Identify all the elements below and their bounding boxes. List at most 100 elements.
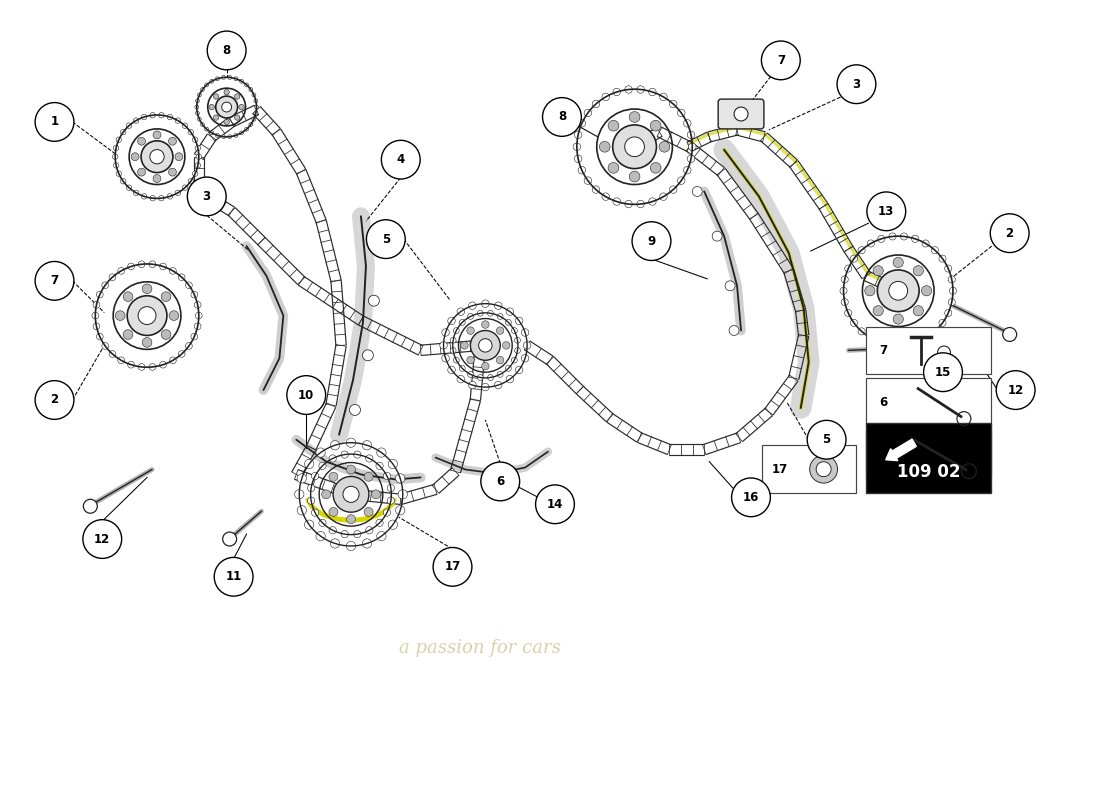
Circle shape [478,338,492,352]
Circle shape [840,287,847,294]
Circle shape [319,462,326,470]
Circle shape [162,292,170,302]
Circle shape [153,174,161,182]
Text: 5: 5 [823,434,830,446]
FancyBboxPatch shape [718,99,763,129]
Circle shape [221,134,226,138]
Circle shape [482,383,490,391]
Text: 14: 14 [547,498,563,510]
Circle shape [35,262,74,300]
Circle shape [254,111,257,115]
Circle shape [670,100,676,108]
Circle shape [850,255,858,262]
Circle shape [460,366,465,371]
Circle shape [602,193,609,200]
Circle shape [383,509,390,516]
Circle shape [121,130,125,135]
Text: 4: 4 [397,153,405,166]
Circle shape [516,317,522,325]
Circle shape [308,497,315,504]
Circle shape [364,472,373,482]
Circle shape [305,459,314,469]
Text: 1: 1 [51,115,58,129]
Circle shape [330,441,340,450]
Circle shape [608,120,619,131]
Text: 6: 6 [879,395,888,409]
Circle shape [912,339,918,346]
Circle shape [442,354,449,362]
Text: 6: 6 [496,475,505,488]
Circle shape [216,96,238,118]
Text: 7: 7 [777,54,785,67]
Circle shape [456,375,464,383]
Circle shape [503,342,510,349]
Circle shape [678,177,685,184]
Circle shape [311,473,319,480]
Text: 15: 15 [935,366,952,378]
Circle shape [692,186,702,197]
Circle shape [761,41,800,80]
Circle shape [329,526,337,534]
Circle shape [94,323,100,330]
Circle shape [482,300,490,307]
Circle shape [613,88,620,96]
Circle shape [252,93,256,97]
Circle shape [362,539,372,548]
Circle shape [521,329,529,336]
Circle shape [471,330,501,360]
Circle shape [142,194,146,199]
FancyBboxPatch shape [867,326,991,374]
Circle shape [453,328,459,334]
Circle shape [249,88,253,91]
Circle shape [629,171,640,182]
Circle shape [188,178,194,184]
Circle shape [35,381,74,419]
Circle shape [82,520,122,558]
Circle shape [372,490,381,499]
Circle shape [625,86,632,94]
Circle shape [433,547,472,586]
Circle shape [515,338,520,343]
Circle shape [305,520,314,530]
Circle shape [308,485,315,492]
Circle shape [850,319,858,326]
Circle shape [497,371,503,378]
Circle shape [497,314,503,319]
Circle shape [221,75,226,79]
Circle shape [689,143,696,150]
Circle shape [169,310,178,321]
Circle shape [362,441,372,450]
Circle shape [350,405,361,415]
Circle shape [584,109,592,117]
Text: 3: 3 [852,78,860,90]
Circle shape [216,134,219,138]
Circle shape [150,150,164,164]
Circle shape [579,166,585,174]
Circle shape [469,382,476,389]
Circle shape [343,486,359,502]
FancyBboxPatch shape [867,430,991,478]
Circle shape [873,266,883,276]
Circle shape [158,195,164,201]
Circle shape [450,347,456,354]
Circle shape [912,235,918,242]
Circle shape [845,265,851,272]
Circle shape [625,137,645,157]
Circle shape [725,281,735,290]
Text: 5: 5 [382,233,390,246]
Circle shape [186,282,192,289]
Circle shape [311,509,319,516]
Circle shape [109,274,116,281]
FancyBboxPatch shape [867,378,991,426]
Circle shape [341,451,349,458]
Circle shape [153,131,161,138]
Circle shape [924,353,962,391]
Circle shape [542,98,581,136]
Circle shape [191,334,198,340]
Circle shape [168,168,176,176]
Circle shape [945,310,952,317]
Circle shape [192,137,198,142]
Circle shape [160,362,166,368]
Circle shape [162,330,170,339]
Circle shape [1003,327,1016,342]
